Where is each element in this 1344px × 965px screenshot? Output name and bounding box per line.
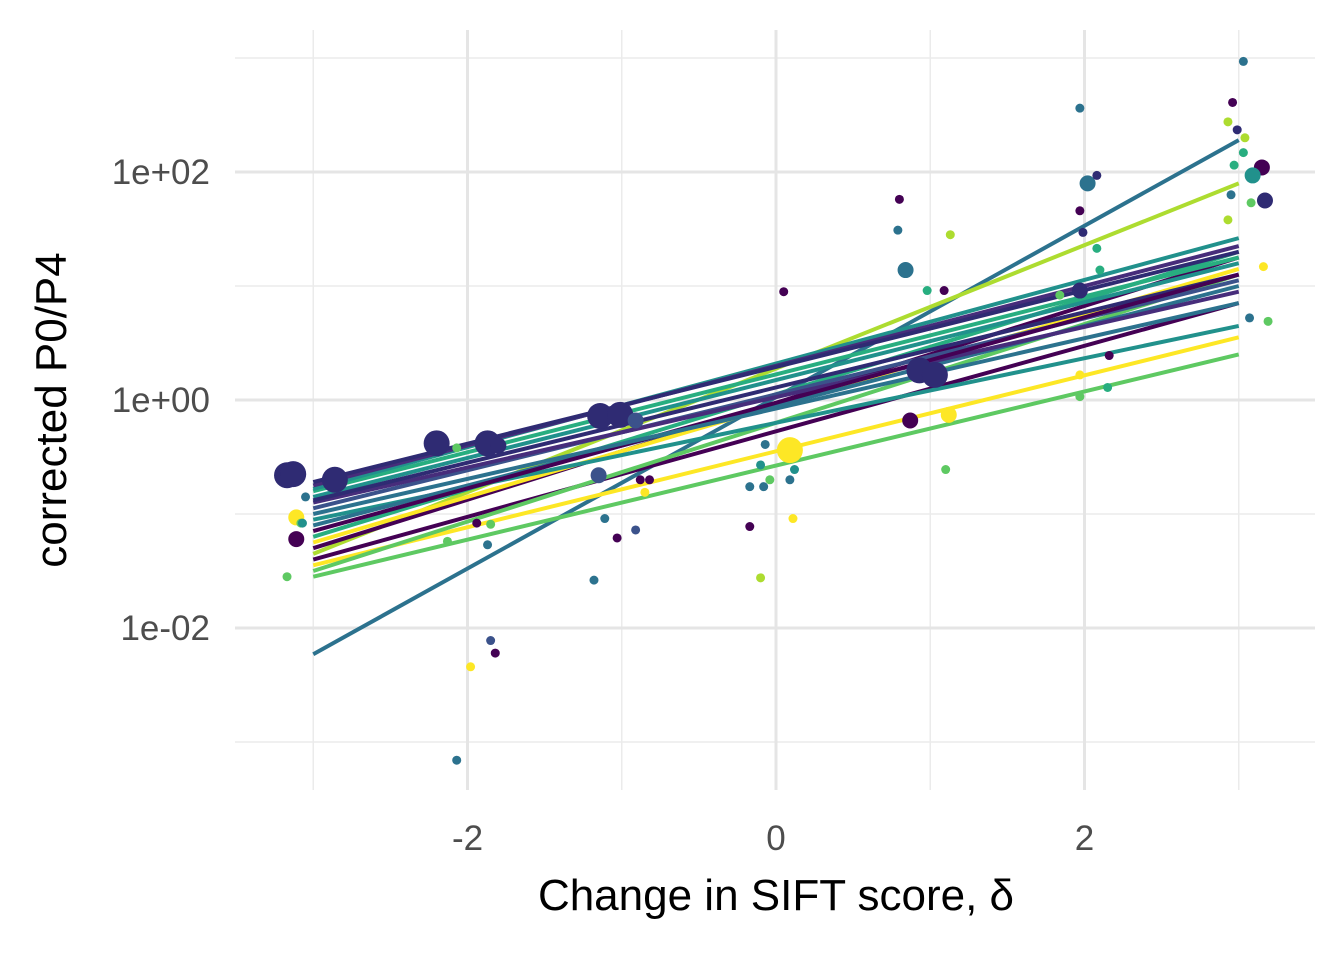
y-axis-label: corrected P0/P4: [27, 252, 76, 568]
fit-line: [312, 301, 1240, 562]
data-point: [1246, 198, 1256, 208]
x-tick-label: 2: [1075, 819, 1094, 858]
data-point: [589, 575, 599, 585]
x-tick-label: 0: [766, 819, 785, 858]
data-point: [635, 475, 645, 485]
data-point: [1103, 382, 1113, 392]
fit-line: [312, 301, 1240, 516]
data-point: [486, 636, 496, 646]
data-point: [922, 286, 932, 296]
data-point: [587, 402, 614, 429]
data-point: [759, 482, 769, 492]
data-point: [745, 522, 755, 532]
data-point: [297, 518, 307, 528]
data-point: [756, 460, 766, 470]
data-point: [1223, 117, 1233, 127]
data-point: [1263, 316, 1273, 326]
data-points: [274, 56, 1273, 765]
data-point: [788, 514, 798, 524]
data-point: [288, 531, 305, 548]
data-point: [490, 437, 507, 454]
data-point: [1075, 370, 1085, 380]
data-point: [1071, 282, 1088, 299]
data-point: [779, 287, 789, 297]
data-point: [423, 430, 450, 457]
data-point: [1079, 175, 1096, 192]
data-point: [631, 525, 641, 535]
fit-line: [312, 272, 1240, 534]
data-point: [765, 475, 775, 485]
data-point: [785, 475, 795, 485]
y-tick-labels: 1e-02 1e+00 1e+02: [112, 153, 210, 648]
data-point: [1055, 290, 1065, 300]
data-point: [941, 465, 951, 475]
data-point: [1226, 190, 1236, 200]
data-point: [1095, 265, 1105, 275]
y-tick-label: 1e+00: [112, 381, 210, 420]
data-point: [790, 465, 800, 475]
data-point: [1223, 215, 1233, 225]
data-point: [321, 466, 348, 493]
data-point: [1238, 148, 1248, 158]
data-point: [776, 437, 803, 464]
data-point: [1075, 392, 1085, 402]
data-point: [607, 401, 634, 428]
x-tick-label: -2: [452, 819, 483, 858]
data-point: [280, 461, 307, 488]
data-point: [1238, 56, 1248, 66]
data-point: [452, 755, 462, 765]
data-point: [1104, 351, 1114, 361]
data-point: [1229, 160, 1239, 170]
data-point: [745, 482, 755, 492]
data-point: [472, 518, 482, 528]
fit-line: [312, 335, 1240, 568]
fit-line: [312, 272, 1240, 503]
data-point: [1075, 103, 1085, 113]
data-point: [756, 573, 766, 583]
data-point: [945, 230, 955, 240]
data-point: [1244, 167, 1261, 184]
data-point: [921, 361, 948, 388]
data-point: [893, 225, 903, 235]
x-tick-labels: -2 0 2: [452, 819, 1094, 858]
data-point: [760, 439, 770, 449]
data-point: [1245, 313, 1255, 323]
data-point: [1258, 262, 1268, 272]
data-point: [486, 519, 496, 529]
data-point: [645, 475, 655, 485]
y-tick-label: 1e+02: [112, 153, 210, 192]
fit-line: [312, 352, 1240, 579]
data-point: [590, 467, 607, 484]
data-point: [1256, 192, 1273, 209]
data-point: [1092, 243, 1102, 253]
x-axis-label: Change in SIFT score, δ: [538, 871, 1014, 920]
data-point: [939, 286, 949, 296]
data-point: [483, 540, 493, 550]
fit-line: [312, 261, 1240, 499]
data-point: [1240, 133, 1250, 143]
data-point: [1228, 97, 1238, 107]
data-point: [1075, 206, 1085, 216]
data-point: [282, 572, 292, 582]
data-point: [894, 194, 904, 204]
data-point: [442, 536, 452, 546]
data-point: [940, 406, 957, 423]
data-point: [640, 487, 650, 497]
data-point: [600, 514, 610, 524]
data-point: [1092, 170, 1102, 180]
data-point: [1232, 125, 1242, 135]
data-point: [452, 443, 462, 453]
data-point: [1078, 227, 1088, 237]
data-point: [897, 262, 914, 279]
data-point: [466, 662, 476, 672]
data-point: [490, 648, 500, 658]
data-point: [902, 412, 919, 429]
data-point: [627, 412, 644, 429]
y-tick-label: 1e-02: [120, 609, 210, 648]
data-point: [612, 533, 622, 543]
data-point: [301, 492, 311, 502]
fit-line: [312, 289, 1240, 505]
